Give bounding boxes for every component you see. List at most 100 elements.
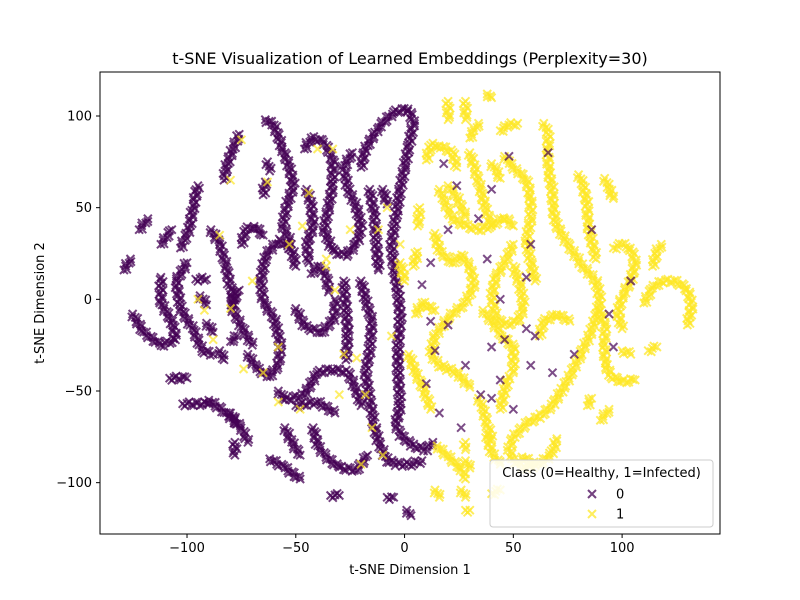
scatter-point-class-1 <box>412 221 423 231</box>
scatter-point-class-1 <box>587 327 597 338</box>
scatter-point-class-1 <box>584 394 594 404</box>
scatter-point-class-1 <box>395 239 405 250</box>
scatter-point-class-0 <box>164 225 175 236</box>
scatter-point-class-0 <box>308 207 318 218</box>
scatter-point-class-0 <box>356 400 366 411</box>
scatter-point-class-1 <box>225 175 236 185</box>
scatter-point-class-1 <box>351 353 362 363</box>
scatter-point-class-0 <box>229 418 240 428</box>
x-axis-label: t-SNE Dimension 1 <box>349 563 471 578</box>
scatter-point-class-0 <box>486 342 497 352</box>
scatter-point-class-0 <box>330 408 340 418</box>
scatter-point-class-0 <box>143 213 153 224</box>
scatter-point-class-0 <box>126 257 136 267</box>
scatter-point-class-0 <box>323 287 334 297</box>
scatter-point-class-0 <box>460 360 471 371</box>
scatter-point-class-0 <box>526 360 536 371</box>
scatter-point-class-0 <box>234 285 244 295</box>
y-tick-label: −50 <box>65 385 92 400</box>
scatter-point-class-1 <box>459 105 470 116</box>
scatter-point-class-1 <box>427 402 437 412</box>
scatter-point-class-1 <box>460 444 471 455</box>
scatter-point-class-0 <box>373 265 384 275</box>
scatter-point-class-0 <box>193 180 203 191</box>
scatter-point-class-0 <box>334 490 345 501</box>
scatter-point-class-0 <box>482 254 492 264</box>
scatter-point-class-0 <box>495 294 505 305</box>
scatter-point-class-1 <box>530 276 540 286</box>
x-tick-label: 100 <box>610 541 635 556</box>
scatter-point-class-0 <box>208 327 218 338</box>
scatter-point-class-0 <box>329 405 339 415</box>
scatter-point-class-0 <box>373 263 383 273</box>
scatter-point-class-0 <box>504 151 514 162</box>
scatter-point-class-0 <box>330 315 340 326</box>
scatter-point-class-0 <box>125 254 136 264</box>
scatter-point-class-1 <box>330 285 340 295</box>
scatter-point-class-1 <box>508 261 519 272</box>
scatter-point-class-1 <box>321 261 331 272</box>
scatter-point-class-0 <box>338 276 349 286</box>
scatter-point-class-1 <box>208 334 218 345</box>
scatter-point-class-0 <box>156 272 166 283</box>
scatter-point-class-0 <box>530 331 540 341</box>
scatter-point-class-0 <box>367 321 378 331</box>
scatter-point-class-0 <box>182 373 192 383</box>
scatter-point-class-0 <box>406 122 416 133</box>
scatter-point-class-1 <box>628 374 638 385</box>
scatter-point-class-1 <box>225 303 236 314</box>
scatter-point-class-1 <box>564 313 574 324</box>
scatter-point-class-0 <box>486 393 497 404</box>
scatter-point-class-0 <box>443 320 453 330</box>
scatter-point-class-0 <box>331 308 341 318</box>
scatter-point-class-1 <box>295 404 305 415</box>
scatter-point-class-0 <box>264 166 275 176</box>
scatter-point-class-0 <box>275 356 285 366</box>
scatter-point-class-0 <box>330 294 340 305</box>
scatter-point-class-0 <box>341 322 351 333</box>
scatter-point-class-1 <box>367 422 377 433</box>
scatter-point-class-1 <box>408 261 418 272</box>
scatter-point-class-1 <box>657 242 667 252</box>
scatter-point-class-0 <box>521 272 532 283</box>
scatter-point-class-1 <box>523 218 534 228</box>
scatter-point-class-0 <box>425 257 436 268</box>
y-tick-label: 0 <box>84 293 92 308</box>
scatter-point-class-1 <box>427 306 438 316</box>
scatter-point-class-0 <box>294 471 305 481</box>
scatter-point-class-0 <box>255 229 266 240</box>
scatter-point-class-0 <box>188 212 198 222</box>
scatter-point-class-1 <box>334 389 345 400</box>
scatter-point-class-0 <box>232 419 242 429</box>
scatter-point-class-0 <box>382 199 392 209</box>
scatter-point-class-0 <box>543 147 553 158</box>
scatter-point-class-0 <box>368 197 379 207</box>
scatter-point-class-0 <box>358 452 368 463</box>
scatter-point-class-0 <box>495 375 505 385</box>
scatter-point-class-0 <box>201 300 212 310</box>
x-tick-label: −50 <box>282 541 309 556</box>
scatter-point-class-1 <box>682 320 693 330</box>
scatter-point-class-0 <box>186 400 197 410</box>
scatter-point-class-0 <box>439 158 449 169</box>
scatter-point-class-1 <box>461 442 471 452</box>
scatter-point-class-0 <box>430 345 440 356</box>
scatter-point-class-0 <box>362 371 373 382</box>
scatter-point-class-1 <box>442 105 452 116</box>
scatter-point-class-1 <box>382 202 392 213</box>
scatter-point-class-1 <box>604 404 614 415</box>
scatter-point-class-0 <box>336 368 346 378</box>
y-axis-label: t-SNE Dimension 2 <box>33 242 48 364</box>
scatter-point-class-1 <box>552 433 562 444</box>
y-tick-label: 100 <box>67 110 92 125</box>
scatter-point-class-0 <box>347 147 358 158</box>
scatter-point-class-0 <box>234 129 244 140</box>
scatter-point-class-0 <box>389 226 399 236</box>
scatter-point-class-1 <box>273 342 284 352</box>
scatter-point-class-0 <box>508 404 519 415</box>
scatter-point-class-0 <box>401 508 412 519</box>
scatter-point-class-0 <box>167 224 177 235</box>
scatter-point-class-1 <box>321 254 331 264</box>
scatter-point-class-1 <box>508 339 518 349</box>
scatter-point-class-0 <box>421 378 432 389</box>
